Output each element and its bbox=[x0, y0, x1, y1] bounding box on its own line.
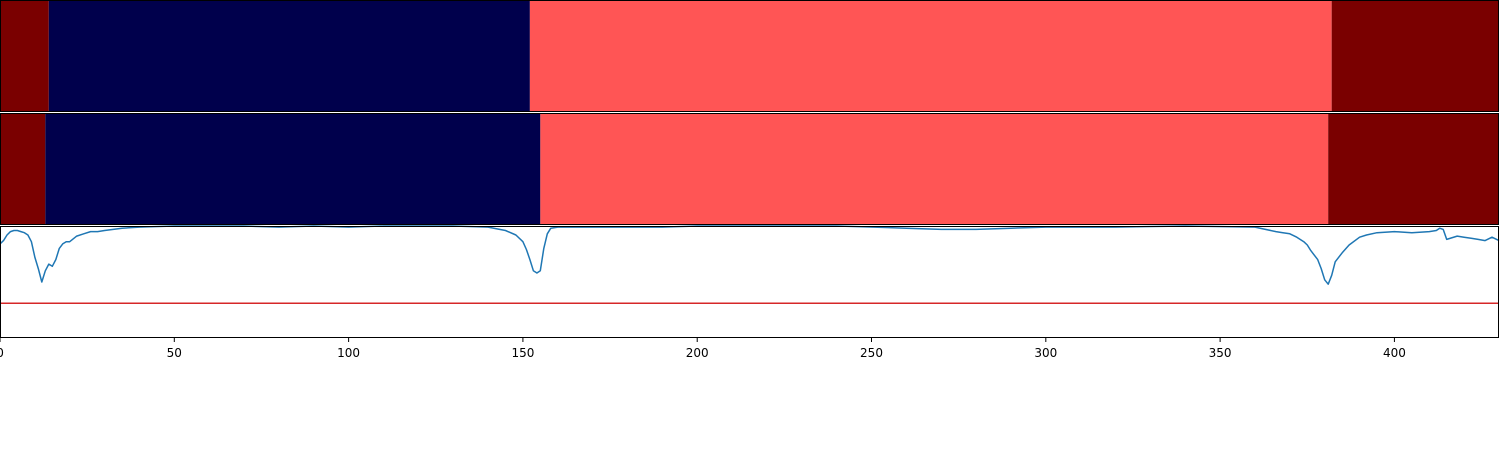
segment-track-2 bbox=[0, 113, 1499, 225]
x-axis: 0 50 100 150 200 250 300 350 400 bbox=[0, 338, 1406, 360]
x-tick-label: 100 bbox=[337, 346, 360, 360]
x-tick-label: 350 bbox=[1209, 346, 1232, 360]
track-2-segment-3 bbox=[540, 113, 1329, 225]
track-1-segment-2 bbox=[48, 0, 530, 112]
track-2-segment-2 bbox=[45, 113, 541, 225]
track-2-frame bbox=[0, 113, 1499, 225]
score-line bbox=[0, 225, 1500, 285]
track-1-frame bbox=[0, 0, 1499, 112]
x-tick-label: 200 bbox=[686, 346, 709, 360]
track-1-segment-4 bbox=[1331, 0, 1499, 112]
line-panel-frame bbox=[0, 226, 1499, 338]
segment-track-1 bbox=[0, 0, 1499, 112]
line-panel bbox=[0, 225, 1500, 338]
track-1-segment-3 bbox=[529, 0, 1332, 112]
x-tick-label: 50 bbox=[167, 346, 182, 360]
x-tick-label: 400 bbox=[1383, 346, 1406, 360]
track-1-segment-1 bbox=[0, 0, 49, 112]
x-tick-label: 300 bbox=[1034, 346, 1057, 360]
track-2-segment-1 bbox=[0, 113, 46, 225]
x-tick-label: 250 bbox=[860, 346, 883, 360]
x-tick-label: 150 bbox=[511, 346, 534, 360]
x-tick-label: 0 bbox=[0, 346, 4, 360]
track-2-segment-4 bbox=[1328, 113, 1499, 225]
